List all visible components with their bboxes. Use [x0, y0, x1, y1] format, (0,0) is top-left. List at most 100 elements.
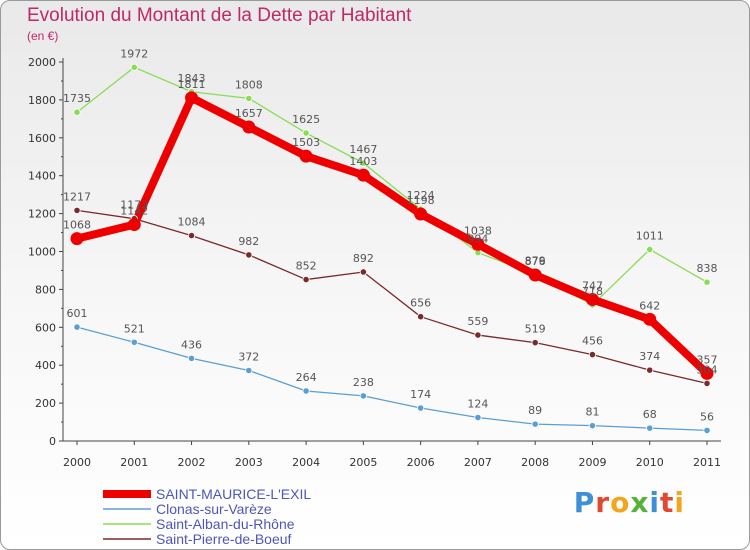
data-label: 1625 [292, 113, 320, 126]
data-label: 68 [643, 408, 657, 421]
data-point [703, 379, 711, 387]
data-label: 852 [296, 260, 317, 273]
data-point [356, 168, 370, 182]
data-point [700, 366, 714, 380]
data-label: 357 [697, 353, 718, 366]
x-tick-label: 2002 [178, 456, 206, 469]
axes: 0 200 400 600 800 1000 1200 1400 1600 1800 2000 200… [28, 56, 721, 469]
data-point [474, 331, 482, 339]
data-point [242, 120, 256, 134]
legend-label: SAINT-MAURICE-L'EXIL [156, 486, 311, 502]
y-tick-label: 2000 [28, 56, 56, 69]
data-label: 1084 [178, 216, 206, 229]
legend: SAINT-MAURICE-L'EXILClonas-sur-VarèzeSai… [103, 486, 311, 547]
data-label: 81 [585, 406, 599, 419]
data-label: 838 [697, 262, 718, 275]
y-tick-label: 0 [49, 435, 56, 448]
data-point [187, 231, 196, 240]
data-label: 892 [353, 252, 374, 265]
data-label: 264 [296, 371, 317, 384]
data-label: 1657 [235, 107, 263, 120]
data-label: 89 [528, 404, 542, 417]
data-labels: 1217 1173 1084 982 852 892 656 559 519 456 374 304 6… [63, 47, 718, 423]
data-point [359, 392, 367, 400]
data-points [70, 63, 714, 434]
data-point [73, 108, 81, 116]
data-label: 1503 [292, 136, 320, 149]
data-point [245, 94, 253, 102]
series-line [76, 209, 708, 385]
data-label: 519 [525, 323, 546, 336]
y-tick-label: 200 [35, 397, 56, 410]
series-line [76, 66, 708, 306]
data-point [359, 159, 367, 167]
data-label: 1142 [120, 205, 148, 218]
data-label: 56 [700, 410, 714, 423]
data-label: 1198 [407, 194, 435, 207]
series-line [76, 326, 708, 432]
data-point [414, 207, 428, 221]
data-label: 1735 [63, 92, 91, 105]
series-line [73, 93, 711, 378]
data-point [299, 149, 313, 163]
y-tick-label: 600 [35, 321, 56, 334]
data-label: 1811 [178, 78, 206, 91]
data-label: 1011 [636, 229, 664, 242]
chart-unit: (en €) [27, 29, 59, 43]
data-point [643, 312, 657, 326]
y-tick-label: 800 [35, 283, 56, 296]
legend-label: Saint-Pierre-de-Boeuf [156, 531, 292, 547]
x-tick-label: 2011 [693, 456, 721, 469]
data-label: 559 [467, 315, 488, 328]
data-point [302, 275, 310, 284]
data-label: 642 [639, 299, 660, 312]
data-point [471, 237, 485, 251]
data-label: 1467 [349, 143, 377, 156]
data-point [417, 313, 425, 321]
data-point [646, 424, 654, 432]
data-point [585, 292, 599, 306]
x-tick-label: 2008 [521, 456, 549, 469]
x-tick-label: 2007 [464, 456, 492, 469]
y-tick-label: 400 [35, 359, 56, 372]
data-label: 1224 [407, 189, 435, 202]
data-point [588, 350, 597, 359]
data-point [185, 91, 199, 105]
x-tick-label: 2009 [578, 456, 606, 469]
legend-label: Saint-Alban-du-Rhône [156, 516, 295, 532]
data-point [73, 323, 81, 331]
data-label: 304 [697, 363, 718, 376]
data-point [528, 268, 542, 282]
x-tick-label: 2006 [407, 456, 435, 469]
data-point [245, 366, 253, 375]
data-point [588, 422, 597, 430]
data-point [474, 413, 482, 422]
chart-title: Evolution du Montant de la Dette par Hab… [27, 5, 412, 26]
x-tick-label: 2004 [292, 456, 320, 469]
data-label: 436 [181, 338, 202, 351]
y-tick-label: 1200 [28, 208, 56, 221]
y-tick-label: 1400 [28, 170, 56, 183]
data-point [646, 366, 654, 374]
data-label: 174 [410, 388, 431, 401]
data-point [703, 278, 711, 286]
data-point [127, 218, 141, 232]
legend-label: Clonas-sur-Varèze [156, 501, 272, 517]
data-point [531, 339, 539, 347]
series-lines [73, 66, 711, 432]
data-label: 718 [582, 285, 603, 298]
data-point [703, 426, 711, 434]
y-tick-label: 1800 [28, 94, 56, 107]
data-label: 1068 [63, 219, 91, 232]
data-point [73, 206, 81, 214]
data-label: 1173 [120, 199, 148, 212]
data-label: 1843 [178, 72, 206, 85]
y-tick-label: 1000 [28, 246, 56, 259]
data-point [130, 338, 138, 346]
data-label: 456 [582, 335, 603, 348]
y-tick-label: 1600 [28, 132, 56, 145]
x-tick-label: 2005 [349, 456, 377, 469]
data-point [302, 387, 310, 395]
data-label: 1808 [235, 78, 263, 91]
